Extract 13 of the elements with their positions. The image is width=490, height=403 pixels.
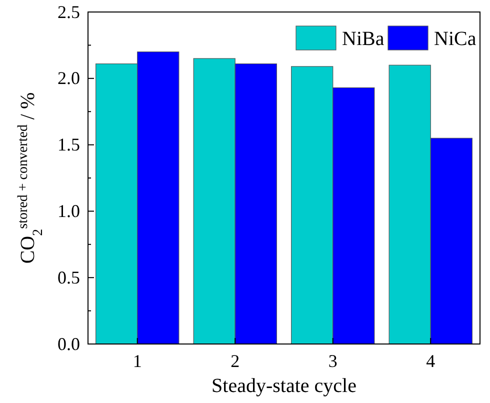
y-tick-label: 0.0 xyxy=(58,334,80,354)
y-tick-label: 1.0 xyxy=(58,200,80,221)
legend-label: NiCa xyxy=(434,28,476,50)
x-tick-label: 3 xyxy=(328,350,338,371)
x-tick-label: 1 xyxy=(132,350,142,371)
y-tick-label: 2.0 xyxy=(58,68,80,88)
x-tick-label: 4 xyxy=(426,350,436,371)
x-axis-title: Steady-state cycle xyxy=(212,375,357,397)
y-tick-label: 2.5 xyxy=(58,2,80,22)
y-tick-label: 1.5 xyxy=(58,134,80,155)
y-tick-label: 0.5 xyxy=(58,267,80,288)
legend-label: NiBa xyxy=(342,28,384,50)
x-tick-label: 2 xyxy=(230,350,240,371)
